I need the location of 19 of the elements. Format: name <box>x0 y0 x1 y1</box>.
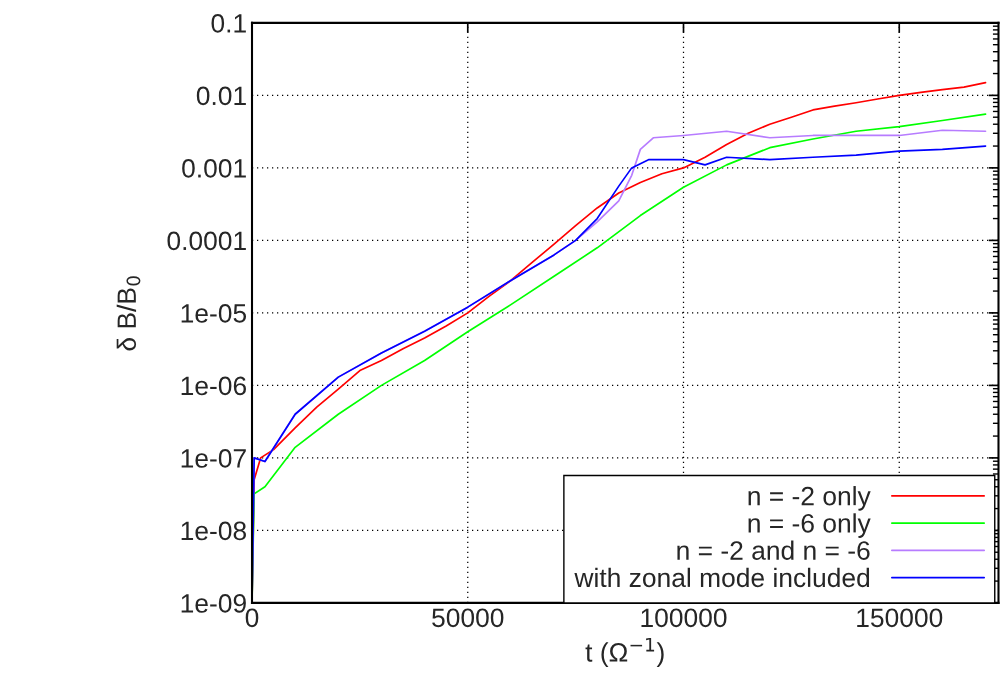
y-tick-label: 1e-09 <box>181 594 246 613</box>
legend-label: n = -6 only <box>748 513 871 538</box>
y-tick-label: 1e-08 <box>181 521 246 541</box>
y-tick-label: 0.001 <box>182 159 246 178</box>
x-axis-title: t (Ω$^{−1}$) <box>585 637 664 667</box>
y-tick-label: 1e-06 <box>181 376 246 396</box>
y-tick-label: 1e-07 <box>181 449 246 468</box>
y-axis-title: δ B/B$_{0}$ <box>116 276 141 351</box>
x-tick-label: 100000 <box>641 608 727 628</box>
y-tick-label: 0.1 <box>211 14 246 33</box>
legend-label: with zonal mode included <box>574 567 870 588</box>
y-tick-label: 1e-05 <box>181 304 247 323</box>
legend-label: n = -2 only <box>748 486 871 511</box>
x-tick-label: 50000 <box>432 608 504 628</box>
y-tick-label: 0.0001 <box>167 231 246 251</box>
y-tick-label: 0.01 <box>196 86 246 106</box>
x-tick-label: 150000 <box>857 608 943 628</box>
legend-label: n = -2 and n = -6 <box>677 540 870 560</box>
x-tick-label: 0 <box>245 608 259 628</box>
